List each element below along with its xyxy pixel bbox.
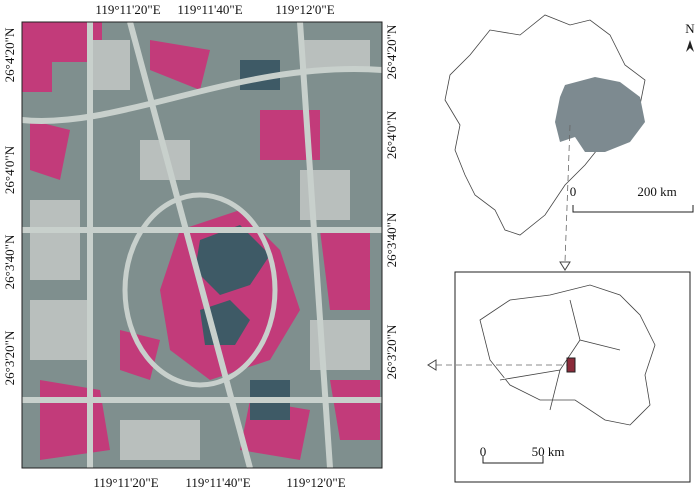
top-label: 119°11'40"E (177, 2, 242, 17)
leader-line (564, 124, 571, 263)
inset-map: 0 50 km (427, 271, 691, 483)
right-label: 26°4'0"N (384, 110, 399, 159)
scale-start: 0 (480, 444, 487, 459)
scale-bar (482, 456, 544, 464)
left-label: 26°3'40"N (2, 234, 17, 289)
coordinate-labels: 119°11'20"E 119°11'40"E 119°12'0"E 119°1… (2, 2, 399, 490)
left-label: 26°3'20"N (2, 330, 17, 385)
bottom-label: 119°12'0"E (286, 475, 345, 490)
scale-end: 50 km (532, 444, 565, 459)
image-frame (21, 21, 383, 469)
bottom-label: 119°11'40"E (185, 475, 250, 490)
top-label: 119°12'0"E (275, 2, 334, 17)
right-label: 26°4'20"N (384, 24, 399, 79)
scale-end: 200 km (637, 184, 676, 199)
scale-start: 0 (570, 184, 577, 199)
top-label: 119°11'20"E (95, 2, 160, 17)
north-label: N (685, 21, 695, 36)
left-label: 26°4'20"N (2, 27, 17, 82)
arrow (559, 261, 571, 271)
study-area (566, 357, 576, 373)
scale-bar (572, 205, 694, 213)
bottom-label: 119°11'20"E (93, 475, 158, 490)
overview-map: N 0 200 km (444, 14, 695, 271)
satellite-image (21, 21, 383, 469)
arrow (427, 359, 437, 371)
left-label: 26°4'0"N (2, 145, 17, 194)
north-arrow (686, 40, 694, 52)
right-label: 26°3'40"N (384, 212, 399, 267)
right-label: 26°3'20"N (384, 324, 399, 379)
